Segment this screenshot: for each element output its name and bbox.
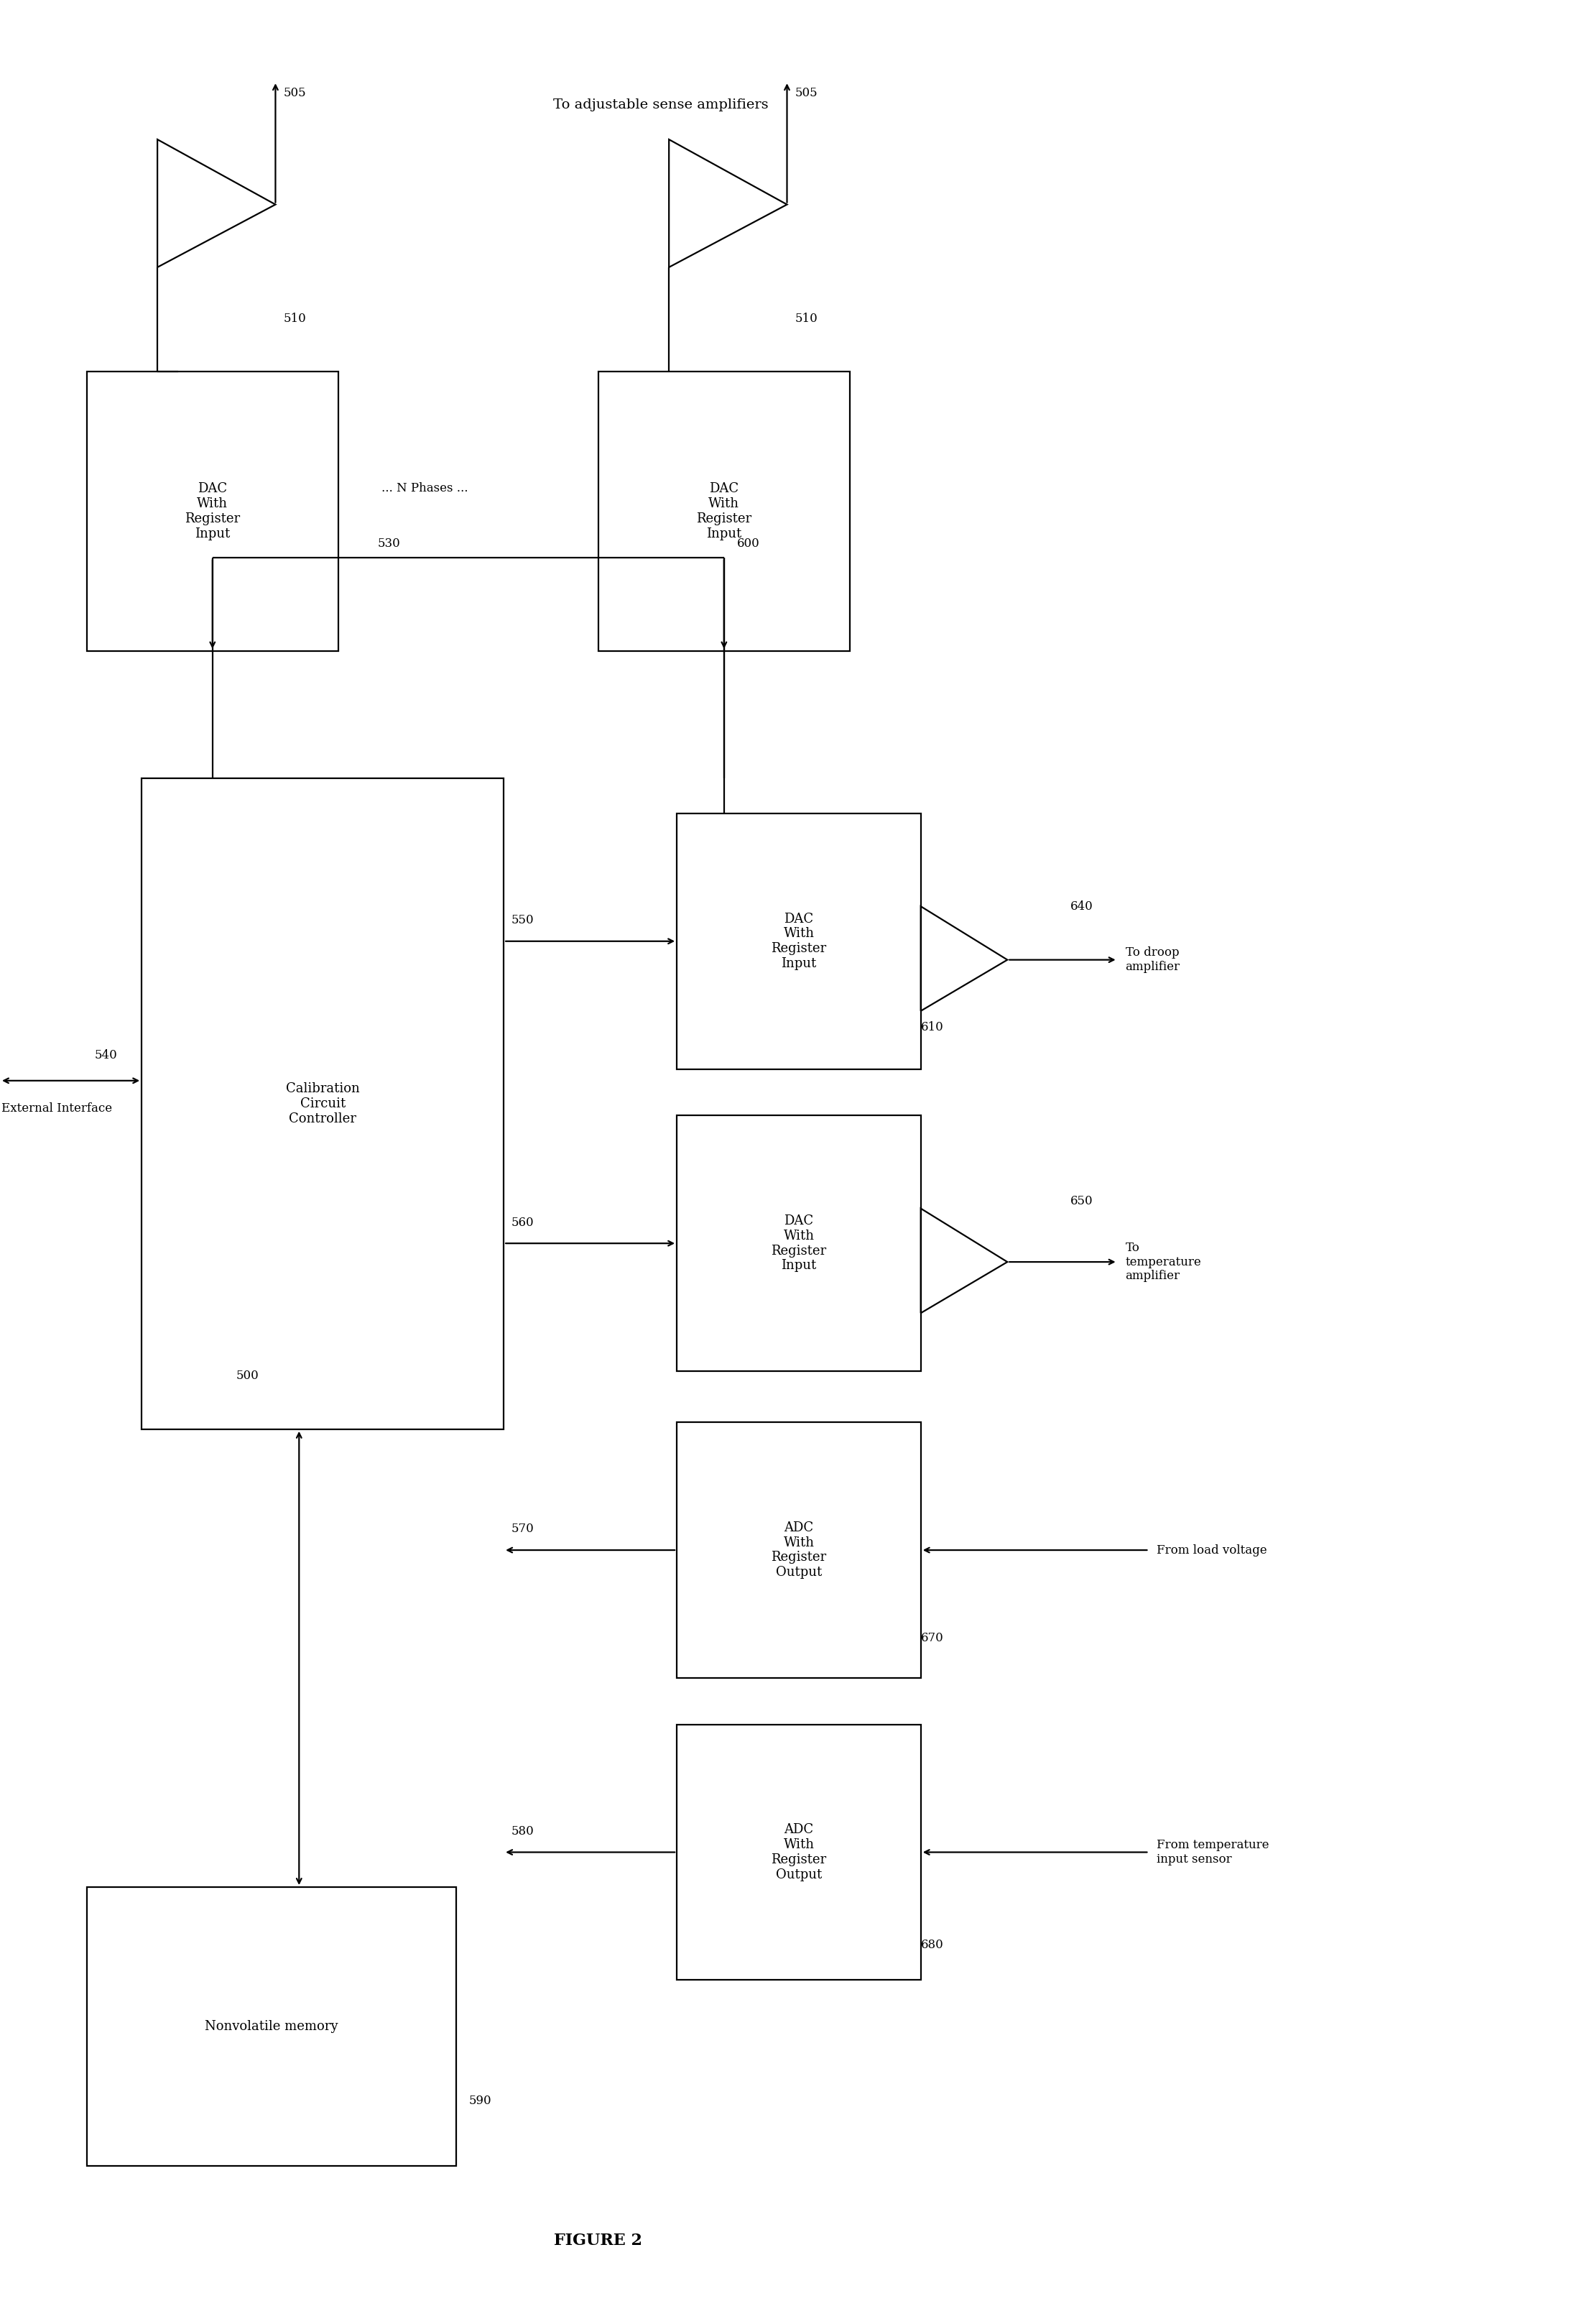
Text: DAC
With
Register
Input: DAC With Register Input xyxy=(771,1215,826,1271)
Text: 590: 590 xyxy=(469,2094,491,2108)
Text: 540: 540 xyxy=(94,1048,116,1062)
Text: 640: 640 xyxy=(1070,899,1092,913)
Bar xyxy=(87,1887,456,2166)
Text: 510: 510 xyxy=(795,311,817,325)
Text: DAC
With
Register
Input: DAC With Register Input xyxy=(771,913,826,969)
Text: ... N Phases ...: ... N Phases ... xyxy=(382,481,467,495)
Text: ADC
With
Register
Output: ADC With Register Output xyxy=(771,1522,826,1578)
Text: To
temperature
amplifier: To temperature amplifier xyxy=(1125,1241,1201,1283)
Text: FIGURE 2: FIGURE 2 xyxy=(554,2233,642,2247)
Bar xyxy=(598,372,850,651)
Text: 680: 680 xyxy=(921,1938,943,1952)
Text: 570: 570 xyxy=(512,1522,534,1536)
Bar xyxy=(87,372,338,651)
Text: External Interface: External Interface xyxy=(2,1102,112,1116)
Text: From load voltage: From load voltage xyxy=(1157,1543,1267,1557)
Text: 600: 600 xyxy=(737,537,759,551)
Text: 530: 530 xyxy=(378,537,400,551)
Text: DAC
With
Register
Input: DAC With Register Input xyxy=(696,483,752,539)
Text: From temperature
input sensor: From temperature input sensor xyxy=(1157,1838,1269,1866)
Text: Nonvolatile memory: Nonvolatile memory xyxy=(205,2020,338,2034)
Text: To droop
amplifier: To droop amplifier xyxy=(1125,946,1180,974)
Text: 650: 650 xyxy=(1070,1195,1092,1208)
Bar xyxy=(677,1422,921,1678)
Text: 510: 510 xyxy=(283,311,305,325)
Text: Calibration
Circuit
Controller: Calibration Circuit Controller xyxy=(286,1083,359,1125)
Text: 580: 580 xyxy=(512,1824,534,1838)
Text: 560: 560 xyxy=(512,1215,534,1229)
Text: 550: 550 xyxy=(512,913,534,927)
Bar xyxy=(677,1116,921,1371)
Text: 505: 505 xyxy=(283,86,305,100)
Bar xyxy=(142,779,504,1429)
Bar xyxy=(677,813,921,1069)
Text: 500: 500 xyxy=(236,1369,258,1383)
Bar xyxy=(677,1724,921,1980)
Text: 610: 610 xyxy=(921,1020,943,1034)
Text: 505: 505 xyxy=(795,86,817,100)
Text: DAC
With
Register
Input: DAC With Register Input xyxy=(184,483,241,539)
Text: ADC
With
Register
Output: ADC With Register Output xyxy=(771,1824,826,1880)
Text: To adjustable sense amplifiers: To adjustable sense amplifiers xyxy=(554,98,768,112)
Text: 670: 670 xyxy=(921,1631,943,1645)
